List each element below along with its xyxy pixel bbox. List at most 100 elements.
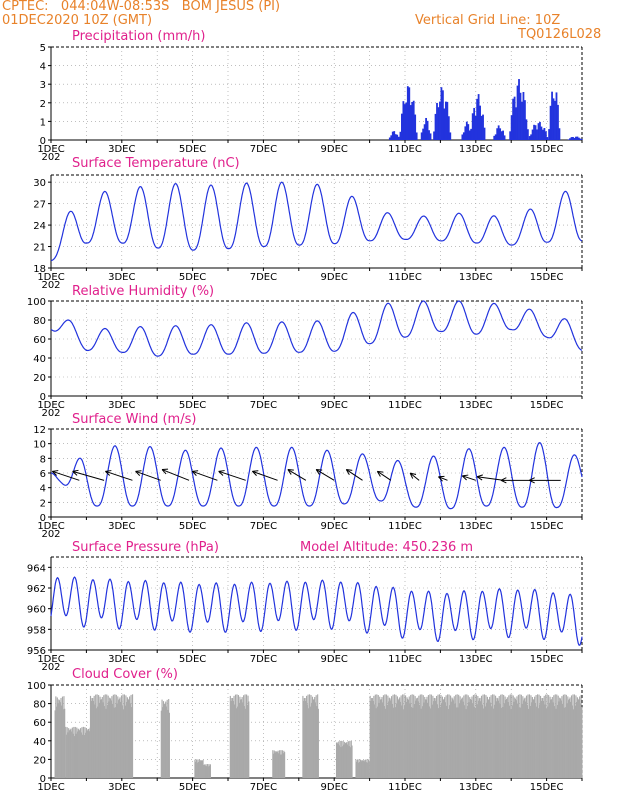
x-tick-label: 13DEC <box>459 272 493 283</box>
precip-bar <box>471 113 474 140</box>
cloud-bar <box>111 696 113 778</box>
cloud-bar <box>570 695 573 778</box>
cloud-bar <box>498 696 500 778</box>
cloud-bar <box>460 700 462 778</box>
cloud-bar <box>233 695 235 778</box>
cloud-bar <box>455 707 458 778</box>
precip-bar <box>402 101 405 140</box>
y-tick-label: 20 <box>33 755 46 766</box>
precip-bar <box>512 98 515 140</box>
x-tick-label: 15DEC <box>530 782 564 793</box>
cloud-bar <box>398 698 400 778</box>
cloud-bar <box>120 701 122 778</box>
precip-bar <box>444 101 447 140</box>
cloud-bar <box>57 703 59 778</box>
cloud-bar <box>195 761 197 778</box>
cloud-bar <box>408 696 410 778</box>
precip-bar <box>572 136 574 140</box>
x-tick-label: 11DEC <box>388 654 422 665</box>
cloud-bar <box>103 706 106 778</box>
cloud-bar <box>106 704 109 778</box>
precip-bar <box>443 108 446 140</box>
cloud-bar <box>129 703 131 778</box>
cloud-bar <box>98 695 100 778</box>
cloud-bar <box>483 694 486 778</box>
cloud-bar <box>168 699 170 778</box>
wind-arrowhead <box>438 476 443 482</box>
cloud-bar <box>380 699 382 778</box>
cloud-bar <box>540 700 542 778</box>
precip-bar <box>548 129 551 140</box>
cloud-bar <box>126 697 128 778</box>
cloud-bar <box>99 696 101 778</box>
cloud-bar <box>532 699 534 778</box>
precip-bar <box>434 113 437 140</box>
precip-bar <box>580 139 583 140</box>
x-tick-label: 15DEC <box>530 144 564 155</box>
cloud-bar <box>194 759 196 778</box>
cloud-bar <box>567 700 570 778</box>
cloud-bar <box>449 705 451 778</box>
cloud-bar <box>388 697 390 778</box>
cloud-bar <box>338 741 340 778</box>
precip-bar <box>473 107 476 140</box>
cloud-bar <box>459 696 461 778</box>
cloud-bar <box>393 694 396 778</box>
cloud-bar <box>489 696 491 778</box>
cloud-bar <box>556 704 559 778</box>
cloud-bar <box>507 702 509 778</box>
cloud-bar <box>447 694 449 778</box>
cloud-bar <box>62 709 64 778</box>
cloud-bar <box>575 695 577 778</box>
y-tick-label: 10 <box>33 440 46 451</box>
cloud-bar <box>200 760 202 778</box>
x-tick-label: 5DEC <box>179 400 206 411</box>
x-tick-label: 15DEC <box>530 272 564 283</box>
cloud-bar <box>555 708 557 778</box>
cloud-bar <box>581 707 583 778</box>
cloud-bar <box>536 706 538 778</box>
x-tick-label: 3DEC <box>108 521 135 532</box>
cloud-bar <box>509 694 511 778</box>
cloud-bar <box>390 696 393 778</box>
cloud-bar <box>580 694 582 778</box>
cloud-bar <box>125 695 127 778</box>
cloud-bar <box>561 696 563 778</box>
x-tick-label: 1DEC <box>37 272 64 283</box>
cloud-bar <box>450 701 452 778</box>
cloud-bar <box>360 761 362 778</box>
precip-bar <box>579 138 582 140</box>
cloud-bar <box>66 727 68 778</box>
wind-arrowhead <box>345 469 350 475</box>
cloud-bar <box>559 698 562 778</box>
precip-bar <box>519 92 522 140</box>
cloud-bar <box>103 695 105 778</box>
x-tick-label: 7DEC <box>250 654 277 665</box>
cloud-bar <box>343 744 345 778</box>
precip-bar <box>509 131 512 140</box>
cloud-bar <box>345 743 347 778</box>
cloud-bar <box>245 694 248 778</box>
cloud-bar <box>523 700 525 778</box>
precip-bar <box>408 87 411 140</box>
cloud-bar <box>576 697 578 778</box>
x-tick-label: 3DEC <box>108 654 135 665</box>
cloud-bar <box>229 695 231 778</box>
precip-bar <box>423 124 426 140</box>
cloud-bar <box>274 752 276 778</box>
cloud-bar <box>118 698 120 778</box>
x-tick-label: 1DEC <box>37 521 64 532</box>
x-tick-label: 5DEC <box>179 782 206 793</box>
cloud-bar <box>465 709 467 778</box>
cloud-bar <box>534 696 536 778</box>
cloud-bar <box>535 695 537 778</box>
cloud-bar <box>471 696 473 778</box>
cloud-bar <box>405 695 407 778</box>
cloud-bar <box>548 695 550 778</box>
x-tick-label: 11DEC <box>388 521 422 532</box>
cloud-title: Cloud Cover (%) <box>72 667 178 682</box>
precip-bar <box>551 91 553 140</box>
cloud-bar <box>560 700 562 778</box>
cloud-bar <box>424 696 426 778</box>
cloud-bar <box>430 694 432 778</box>
